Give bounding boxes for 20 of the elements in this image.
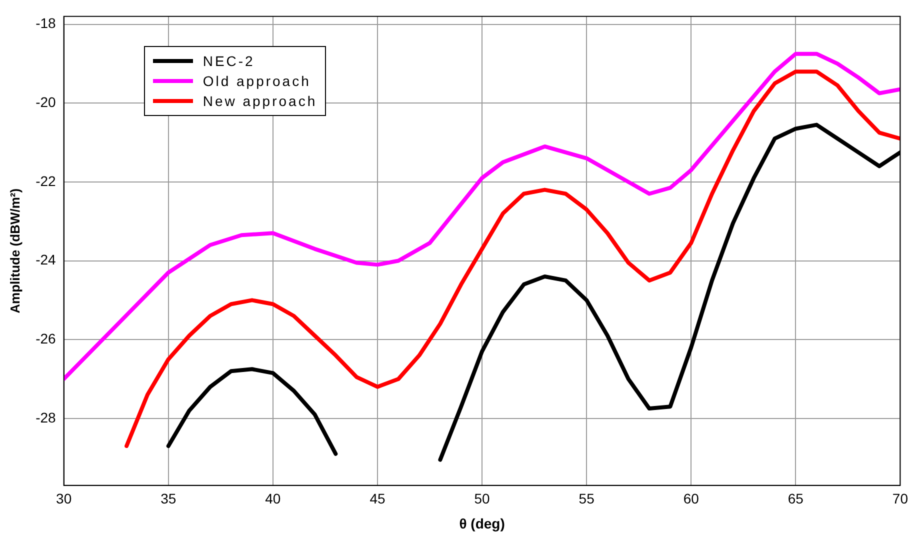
x-tick-label: 60: [683, 490, 700, 507]
legend-label: NEC-2: [202, 53, 255, 70]
x-axis-title: θ (deg): [459, 515, 505, 532]
x-tick-label: 40: [265, 490, 281, 507]
x-tick-label: 55: [578, 490, 595, 507]
y-axis-title: Amplitude (dBW/m²): [7, 188, 22, 314]
x-tick-label: 50: [474, 490, 490, 507]
legend-label: Old approach: [202, 73, 311, 90]
x-tick-label: 65: [788, 490, 804, 507]
y-tick-label: -28: [36, 409, 56, 426]
y-tick-label: -24: [36, 252, 56, 268]
x-tick-label: 35: [160, 490, 176, 507]
y-tick-label: -26: [36, 330, 56, 346]
x-tick-label: 30: [56, 490, 72, 507]
y-tick-label: -18: [36, 15, 56, 32]
x-tick-label: 70: [892, 490, 908, 507]
x-tick-label: 45: [370, 490, 386, 507]
y-tick-label: -20: [36, 94, 56, 110]
legend-label: New approach: [202, 93, 318, 110]
y-tick-label: -22: [36, 172, 56, 189]
